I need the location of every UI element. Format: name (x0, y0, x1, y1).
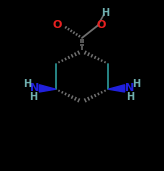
Polygon shape (108, 85, 125, 92)
Text: H: H (133, 79, 141, 89)
Text: O: O (97, 20, 106, 30)
Text: H: H (23, 79, 31, 89)
Text: O: O (52, 20, 62, 30)
Text: N: N (125, 83, 134, 93)
Text: N: N (30, 83, 39, 93)
Polygon shape (39, 85, 56, 92)
Text: H: H (126, 92, 134, 102)
Text: H: H (30, 92, 38, 102)
Text: H: H (101, 8, 110, 18)
